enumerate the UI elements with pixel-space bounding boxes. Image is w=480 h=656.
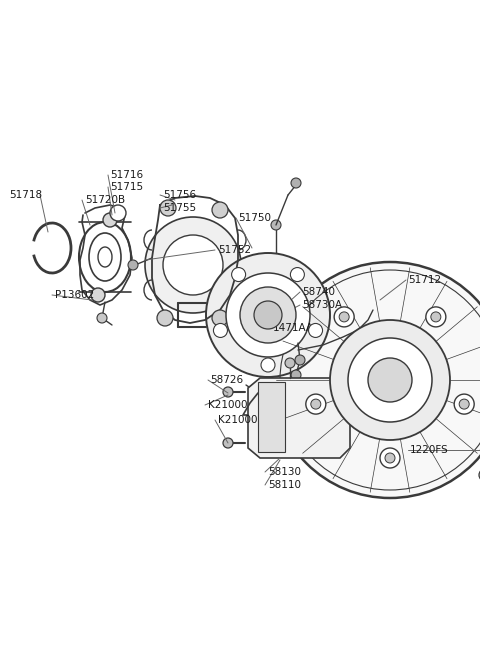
Circle shape xyxy=(212,310,228,326)
Circle shape xyxy=(212,202,228,218)
Circle shape xyxy=(97,313,107,323)
Circle shape xyxy=(232,268,246,281)
Text: P13602: P13602 xyxy=(55,290,94,300)
Circle shape xyxy=(110,205,126,221)
Text: 51715: 51715 xyxy=(110,182,143,192)
Circle shape xyxy=(311,399,321,409)
Circle shape xyxy=(454,394,474,414)
Circle shape xyxy=(385,453,395,463)
Text: 51756: 51756 xyxy=(163,190,196,200)
Text: 51750: 51750 xyxy=(238,213,271,223)
Text: 51718: 51718 xyxy=(9,190,42,200)
Circle shape xyxy=(254,301,282,329)
Polygon shape xyxy=(248,378,350,458)
Circle shape xyxy=(306,394,326,414)
Text: K21000: K21000 xyxy=(208,400,248,410)
Circle shape xyxy=(91,288,105,302)
Text: 1471AA: 1471AA xyxy=(273,323,314,333)
Circle shape xyxy=(368,358,412,402)
Circle shape xyxy=(214,323,228,337)
Circle shape xyxy=(240,287,296,343)
Text: 58740: 58740 xyxy=(302,287,335,297)
Circle shape xyxy=(459,399,469,409)
Circle shape xyxy=(334,307,354,327)
Text: 58110: 58110 xyxy=(268,480,301,490)
Circle shape xyxy=(426,307,446,327)
Text: 51712: 51712 xyxy=(408,275,441,285)
Text: 51755: 51755 xyxy=(163,203,196,213)
Circle shape xyxy=(479,469,480,481)
Circle shape xyxy=(128,260,138,270)
Circle shape xyxy=(271,220,281,230)
Circle shape xyxy=(291,178,301,188)
Circle shape xyxy=(285,358,295,368)
Circle shape xyxy=(253,388,263,398)
Circle shape xyxy=(145,217,241,313)
Text: K21000: K21000 xyxy=(218,415,257,425)
Text: 51752: 51752 xyxy=(218,245,251,255)
Circle shape xyxy=(160,200,176,216)
Circle shape xyxy=(103,213,117,227)
Circle shape xyxy=(380,448,400,468)
Circle shape xyxy=(163,235,223,295)
Circle shape xyxy=(157,310,173,326)
Circle shape xyxy=(431,312,441,322)
Circle shape xyxy=(295,355,305,365)
Text: 58726: 58726 xyxy=(210,375,243,385)
Circle shape xyxy=(206,253,330,377)
Text: 58730A: 58730A xyxy=(302,300,342,310)
Circle shape xyxy=(223,387,233,397)
Circle shape xyxy=(348,338,432,422)
Circle shape xyxy=(309,323,323,337)
Text: 1220FS: 1220FS xyxy=(410,445,449,455)
Circle shape xyxy=(261,358,275,372)
Text: 51720B: 51720B xyxy=(85,195,125,205)
Circle shape xyxy=(272,262,480,498)
Circle shape xyxy=(339,312,349,322)
Polygon shape xyxy=(258,382,285,452)
Circle shape xyxy=(226,273,310,357)
Text: 58130: 58130 xyxy=(268,467,301,477)
Text: 51716: 51716 xyxy=(110,170,143,180)
Circle shape xyxy=(330,320,450,440)
Circle shape xyxy=(290,268,304,281)
Circle shape xyxy=(291,370,301,380)
Circle shape xyxy=(223,438,233,448)
